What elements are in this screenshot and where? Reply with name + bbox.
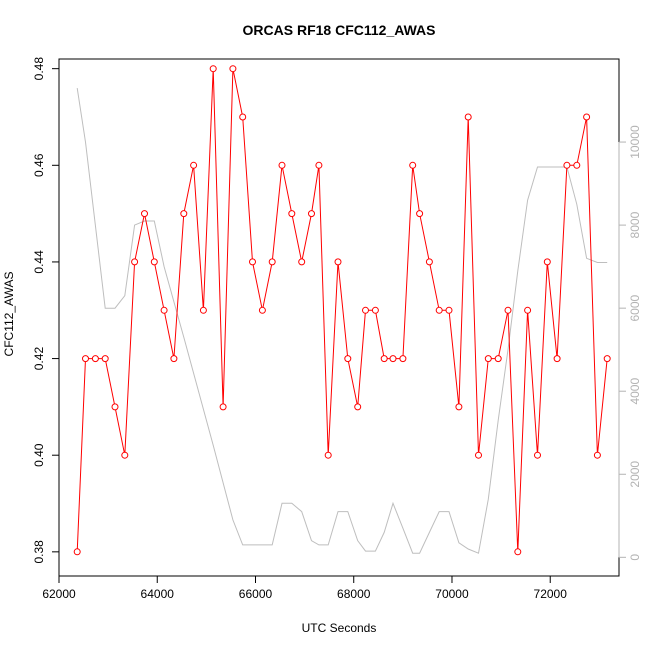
x-tick-label: 68000 (337, 587, 371, 601)
right-y-tick-label: 0 (628, 554, 642, 561)
y-tick-label: 0.48 (32, 57, 46, 81)
series-0-point (603, 355, 611, 363)
series-0-point (484, 355, 492, 363)
series-0-point (199, 306, 207, 314)
series-0-point (504, 306, 512, 314)
series-0-point (543, 258, 551, 266)
series-0-point (399, 355, 407, 363)
series-0-point (425, 258, 433, 266)
right-axis-series-layer (76, 88, 608, 554)
series-0-point (219, 403, 227, 411)
y-axis-label: CFC112_AWAS (2, 272, 16, 357)
series-0-point (209, 65, 217, 73)
series-0-point (73, 548, 81, 556)
series-0-point (416, 210, 424, 218)
y-tick-label: 0.44 (32, 250, 46, 274)
series-0-point (334, 258, 342, 266)
series-0-point (389, 355, 397, 363)
chart-title: ORCAS RF18 CFC112_AWAS (243, 22, 436, 38)
series-0-point (344, 355, 352, 363)
series-0-point (258, 306, 266, 314)
series-0-point (239, 113, 247, 121)
series-0-point (249, 258, 256, 266)
series-0-point (315, 161, 323, 169)
series-0-point (371, 306, 379, 314)
series-0-point (455, 403, 463, 411)
series-0-point (298, 258, 306, 266)
series-0-point (563, 161, 571, 169)
series-0-point (435, 306, 443, 314)
series-0-point (268, 258, 276, 266)
x-axis: 62000 64000 66000 68000 70000 72000 (42, 575, 568, 601)
series-0-point (82, 355, 89, 363)
right-y-tick-label: 6000 (628, 294, 642, 321)
series-0-point (150, 258, 158, 266)
series-0-point (111, 403, 119, 411)
series-0-point (170, 355, 178, 363)
series-0-point (514, 548, 522, 556)
x-tick-label: 62000 (42, 587, 76, 601)
series-0-line (76, 68, 608, 552)
x-tick-label: 72000 (534, 587, 568, 601)
right-y-axis: 0 2000 4000 6000 8000 10000 (618, 125, 642, 561)
series-1-line (76, 88, 608, 554)
series-0-point (324, 451, 332, 459)
series-0-point (494, 355, 502, 363)
x-tick-label: 70000 (435, 587, 469, 601)
series-0-point (534, 451, 541, 459)
y-tick-label: 0.46 (32, 153, 46, 177)
series-0-point (131, 258, 139, 266)
series-0-point (229, 65, 237, 73)
series-0-point (573, 161, 581, 169)
series-0-point (464, 113, 472, 121)
series-0-point (91, 355, 99, 363)
series-0-point (180, 210, 188, 218)
left-axis-series-layer (73, 65, 611, 556)
series-0-point (362, 306, 369, 314)
series-0-point (524, 306, 532, 314)
right-y-tick-label: 8000 (628, 211, 642, 238)
right-y-tick-label: 4000 (628, 378, 642, 405)
series-0-point (308, 210, 315, 218)
series-0-point (380, 355, 388, 363)
series-0-point (409, 161, 417, 169)
series-0-point (593, 451, 601, 459)
series-0-point (475, 451, 482, 459)
x-tick-label: 64000 (141, 587, 175, 601)
series-0-point (583, 113, 591, 121)
series-0-point (288, 210, 296, 218)
x-tick-label: 66000 (239, 587, 273, 601)
series-0-point (101, 355, 109, 363)
right-y-tick-label: 2000 (628, 461, 642, 488)
y-axis: 0.38 0.40 0.42 0.44 0.46 0.48 (32, 57, 60, 564)
series-0-point (190, 161, 198, 169)
series-0-point (141, 210, 148, 218)
right-y-tick-label: 10000 (628, 125, 642, 159)
y-tick-label: 0.42 (32, 347, 46, 371)
series-0-point (121, 451, 129, 459)
series-0-point (160, 306, 168, 314)
series-0-point (553, 355, 561, 363)
x-axis-label: UTC Seconds (302, 621, 377, 635)
series-0-point (354, 403, 362, 411)
y-tick-label: 0.38 (32, 540, 46, 564)
y-tick-label: 0.40 (32, 443, 46, 467)
series-0-point (278, 161, 286, 169)
series-0-point (445, 306, 453, 314)
